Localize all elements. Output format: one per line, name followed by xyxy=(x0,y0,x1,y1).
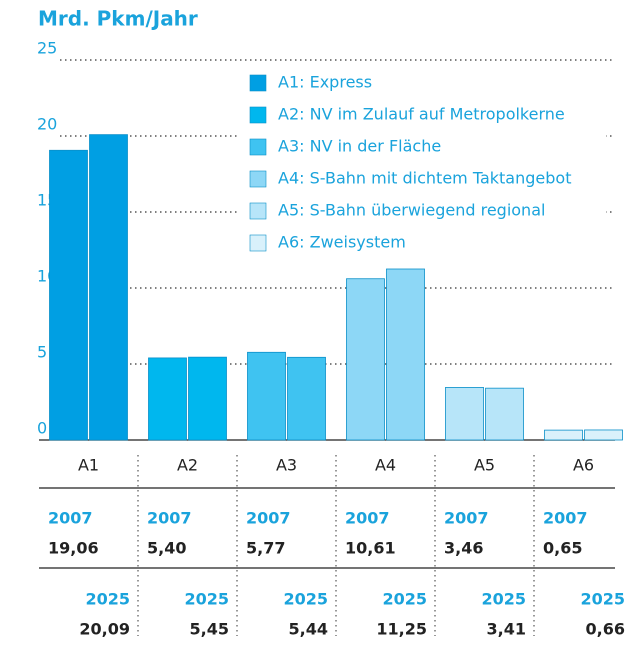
y-tick-label: 20 xyxy=(37,115,57,134)
legend-swatch xyxy=(249,202,267,220)
legend-swatch xyxy=(249,170,267,188)
x-tick-label: A4 xyxy=(375,456,396,475)
bar xyxy=(445,387,484,441)
year-label: 2025 xyxy=(580,590,625,609)
y-tick-label: 0 xyxy=(37,419,47,438)
value-label: 10,61 xyxy=(345,539,396,558)
year-label: 2007 xyxy=(48,509,93,528)
value-label: 19,06 xyxy=(48,539,99,558)
value-label: 5,45 xyxy=(190,620,229,639)
year-label: 2007 xyxy=(543,509,588,528)
value-label: 20,09 xyxy=(79,620,130,639)
bar xyxy=(485,387,524,441)
value-label: 0,66 xyxy=(586,620,625,639)
year-label: 2007 xyxy=(444,509,489,528)
bar xyxy=(346,278,385,441)
legend-label: A1: Express xyxy=(278,73,372,92)
legend-background xyxy=(240,66,606,256)
bar xyxy=(89,134,128,441)
legend-label: A4: S-Bahn mit dichtem Taktangebot xyxy=(278,169,571,188)
value-label: 5,77 xyxy=(246,539,285,558)
bar xyxy=(584,429,623,441)
bar xyxy=(148,357,187,441)
year-label: 2025 xyxy=(481,590,526,609)
x-tick-label: A1 xyxy=(78,456,99,475)
bar xyxy=(188,356,227,441)
bar xyxy=(287,356,326,441)
year-label: 2025 xyxy=(184,590,229,609)
x-tick-label: A2 xyxy=(177,456,198,475)
bar xyxy=(386,268,425,441)
bar xyxy=(544,429,583,441)
legend-swatch xyxy=(249,234,267,252)
value-label: 3,46 xyxy=(444,539,483,558)
year-label: 2025 xyxy=(85,590,130,609)
legend-swatch xyxy=(249,74,267,92)
value-label: 3,41 xyxy=(487,620,526,639)
legend-label: A6: Zweisystem xyxy=(278,233,406,252)
legend-label: A3: NV in der Fläche xyxy=(278,137,441,156)
x-tick-label: A3 xyxy=(276,456,297,475)
x-tick-label: A6 xyxy=(573,456,594,475)
legend-label: A2: NV im Zulauf auf Metropolkerne xyxy=(278,105,565,124)
legend-swatch xyxy=(249,138,267,156)
year-label: 2007 xyxy=(246,509,291,528)
year-label: 2007 xyxy=(147,509,192,528)
year-label: 2025 xyxy=(283,590,328,609)
value-label: 5,40 xyxy=(147,539,186,558)
year-label: 2007 xyxy=(345,509,390,528)
chart-title: Mrd. Pkm/Jahr xyxy=(38,7,198,31)
legend-label: A5: S-Bahn überwiegend regional xyxy=(278,201,545,220)
value-label: 0,65 xyxy=(543,539,582,558)
bar xyxy=(247,351,286,441)
year-label: 2025 xyxy=(382,590,427,609)
value-label: 5,44 xyxy=(289,620,328,639)
x-tick-label: A5 xyxy=(474,456,495,475)
y-tick-label: 5 xyxy=(37,343,47,362)
bar xyxy=(49,149,88,441)
y-tick-label: 25 xyxy=(37,39,57,58)
legend-swatch xyxy=(249,106,267,124)
value-label: 11,25 xyxy=(376,620,427,639)
